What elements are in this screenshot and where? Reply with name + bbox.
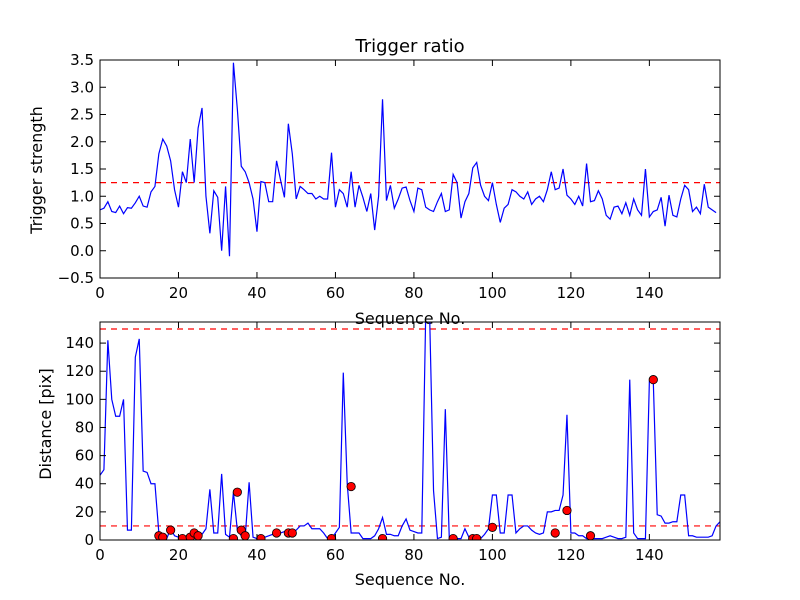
marker-point — [158, 532, 168, 540]
y-tick-label: 0.0 — [70, 242, 94, 260]
x-tick-label: 0 — [95, 546, 105, 564]
y-tick-label: 2.5 — [70, 106, 94, 124]
x-tick-label: 140 — [635, 284, 664, 302]
y-tick-label: 60 — [75, 447, 94, 465]
y-tick-label: 1.0 — [70, 187, 94, 205]
marker-point — [232, 487, 242, 497]
marker-point — [287, 528, 297, 538]
y-tick-label: 20 — [75, 503, 94, 521]
y-tick-label: 120 — [65, 362, 94, 380]
x-tick-label: 120 — [557, 546, 586, 564]
y-tick-label: 1.5 — [70, 160, 94, 178]
x-tick-label: 100 — [478, 546, 507, 564]
x-tick-label: 80 — [404, 546, 423, 564]
y-tick-label: −0.5 — [58, 269, 94, 287]
y-axis-label: Trigger strength — [27, 106, 46, 235]
y-tick-label: 140 — [65, 334, 94, 352]
x-tick-label: 100 — [478, 284, 507, 302]
x-tick-label: 60 — [326, 546, 345, 564]
x-tick-label: 140 — [635, 546, 664, 564]
y-tick-label: 2.0 — [70, 133, 94, 151]
y-tick-label: 100 — [65, 390, 94, 408]
y-tick-label: 3.5 — [70, 51, 94, 69]
x-tick-label: 0 — [95, 284, 105, 302]
marker-point — [448, 533, 458, 540]
x-tick-label: 120 — [557, 284, 586, 302]
marker-point — [377, 533, 388, 540]
y-tick-label: 80 — [75, 418, 94, 436]
marker-point — [193, 531, 203, 540]
marker-point — [271, 528, 282, 538]
series-line — [99, 62, 717, 257]
x-tick-label: 40 — [247, 546, 266, 564]
x-axis-label: Sequence No. — [355, 570, 466, 589]
marker-point — [487, 522, 498, 532]
x-tick-label: 80 — [404, 284, 423, 302]
x-tick-label: 20 — [169, 546, 188, 564]
marker-point — [562, 505, 572, 516]
y-axis-label: Distance [pix] — [36, 368, 55, 480]
distance-chart: 0 20 40 60 80 100 120 140 0 20 40 60 80 100 120 140 Seq… — [36, 321, 721, 589]
trigger-ratio-chart: Trigger ratio 0 20 40 60 80 100 120 140 −0.5 0.0 0… — [27, 36, 721, 328]
marker-point — [472, 533, 482, 540]
y-tick-label: 0 — [84, 531, 94, 549]
y-tick-label: 3.0 — [70, 78, 94, 96]
y-tick-label: 40 — [75, 475, 94, 493]
series-line — [100, 322, 720, 540]
x-tick-label: 40 — [247, 284, 266, 302]
marker-point — [585, 531, 596, 540]
marker-point — [648, 375, 658, 385]
y-tick-label: 0.5 — [70, 215, 94, 233]
marker-point — [550, 528, 560, 538]
marker-point — [166, 525, 176, 535]
x-axis-label: Sequence No. — [355, 309, 466, 328]
plot-frame — [99, 321, 721, 541]
x-tick-label: 20 — [169, 284, 188, 302]
marker-point — [228, 533, 239, 540]
chart-title: Trigger ratio — [354, 36, 464, 57]
x-tick-label: 60 — [326, 284, 345, 302]
marker-point — [346, 481, 356, 492]
marker-point — [240, 531, 250, 540]
